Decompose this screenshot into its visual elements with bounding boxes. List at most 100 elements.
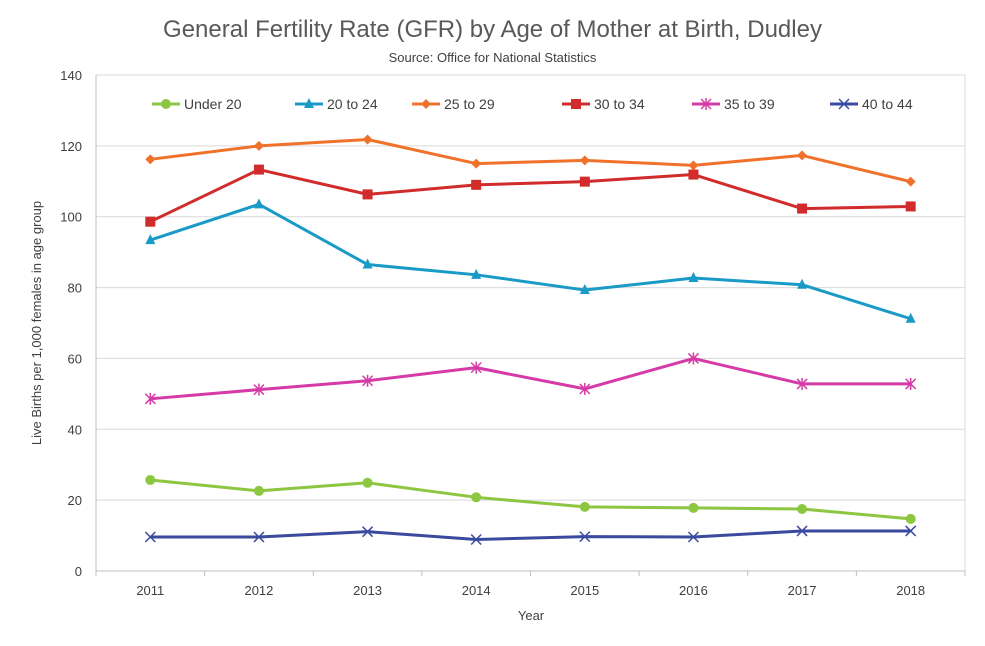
- chart-title: General Fertility Rate (GFR) by Age of M…: [163, 16, 822, 43]
- legend-marker: [700, 98, 712, 110]
- data-point: [253, 485, 264, 496]
- data-point: [579, 501, 590, 512]
- data-point: [253, 531, 265, 543]
- legend-label: 35 to 39: [724, 96, 775, 112]
- data-point: [253, 198, 264, 209]
- axes: 0 20 40 60 80 100 120 140 2011 2012 2013 2014 2015 20…: [60, 68, 966, 598]
- data-point: [253, 140, 264, 151]
- data-point: [688, 160, 699, 171]
- x-tick-label: 2012: [244, 583, 273, 598]
- data-point: [797, 504, 808, 514]
- series-line: [149, 168, 911, 224]
- data-point: [688, 272, 699, 283]
- marker-stroke: [687, 531, 699, 543]
- legend-marker: [161, 99, 171, 109]
- x-tick-label: 2017: [788, 583, 817, 598]
- data-point: [579, 284, 590, 295]
- y-tick-label: 100: [60, 210, 82, 225]
- data-point: [796, 377, 808, 390]
- data-point: [579, 382, 591, 395]
- data-point: [145, 154, 156, 165]
- series-40-to-44: [144, 525, 917, 545]
- series-25-to-29: [145, 134, 916, 187]
- y-tick-label: 40: [68, 422, 82, 437]
- data-point: [905, 312, 916, 323]
- data-point: [145, 474, 156, 485]
- x-tick-label: 2018: [896, 583, 925, 598]
- legend-item: 25 to 29: [412, 96, 495, 112]
- data-point: [253, 164, 264, 175]
- legend-marker: [838, 98, 850, 110]
- x-tick-label: 2014: [462, 583, 491, 598]
- data-point: [579, 176, 590, 187]
- data-point: [362, 134, 373, 145]
- data-point: [688, 502, 699, 513]
- data-point: [145, 216, 156, 227]
- series-20-to-24: [145, 198, 916, 323]
- marker-stroke: [905, 525, 917, 537]
- legend-label: Under 20: [184, 96, 242, 112]
- data-point: [687, 531, 699, 543]
- data-point: [905, 201, 916, 212]
- marker-stroke: [470, 533, 482, 545]
- data-point: [579, 155, 590, 166]
- legend: Under 20 20 to 24 25 to 29 30 to 34 35 to 39…: [152, 96, 913, 112]
- x-tick-label: 2013: [353, 583, 382, 598]
- data-point: [905, 176, 916, 187]
- data-point: [471, 268, 482, 279]
- legend-label: 40 to 44: [862, 96, 913, 112]
- series-35-to-39: [144, 352, 917, 405]
- chart-subtitle: Source: Office for National Statistics: [388, 50, 597, 65]
- data-point: [144, 392, 156, 405]
- marker-stroke: [838, 98, 850, 110]
- data-point: [471, 179, 482, 190]
- gridlines: [96, 74, 966, 571]
- legend-marker: [421, 99, 431, 109]
- data-point: [688, 169, 699, 180]
- series-line: [150, 356, 911, 401]
- data-point: [797, 203, 808, 214]
- y-tick-label: 20: [68, 493, 82, 508]
- x-tick-label: 2011: [136, 583, 164, 598]
- y-tick-label: 140: [60, 68, 82, 83]
- data-point: [144, 531, 156, 543]
- legend-item: 20 to 24: [295, 96, 378, 112]
- data-point: [796, 525, 808, 537]
- legend-item: Under 20: [152, 96, 242, 112]
- data-point: [471, 158, 482, 169]
- series-line: [150, 478, 911, 521]
- data-point: [687, 352, 699, 365]
- legend-label: 20 to 24: [327, 96, 378, 112]
- data-point: [362, 477, 373, 488]
- data-point: [905, 525, 917, 537]
- series-under-20: [145, 474, 916, 524]
- series-line: [150, 529, 911, 541]
- series-30-to-34: [145, 164, 916, 227]
- legend-item: 40 to 44: [830, 96, 913, 112]
- data-point: [797, 150, 808, 161]
- marker-stroke: [253, 531, 265, 543]
- legend-marker: [571, 99, 581, 109]
- data-point: [905, 513, 916, 524]
- y-tick-label: 60: [68, 351, 82, 366]
- marker-stroke: [796, 525, 808, 537]
- data-point: [797, 278, 808, 289]
- data-point: [470, 361, 482, 374]
- marker-stroke: [144, 531, 156, 543]
- data-point: [253, 383, 265, 396]
- x-axis-title: Year: [518, 608, 545, 623]
- legend-label: 25 to 29: [444, 96, 495, 112]
- legend-label: 30 to 34: [594, 96, 645, 112]
- data-point: [470, 533, 482, 545]
- data-point: [362, 374, 374, 387]
- legend-item: 35 to 39: [692, 96, 775, 112]
- series-line: [149, 202, 912, 321]
- y-tick-label: 80: [68, 281, 82, 296]
- marker-stroke: [579, 531, 591, 543]
- y-tick-label: 0: [75, 564, 82, 579]
- y-axis-title: Live Births per 1,000 females in age gro…: [29, 201, 44, 445]
- y-tick-label: 120: [60, 139, 82, 154]
- series-line: [150, 137, 912, 184]
- data-point: [362, 258, 373, 269]
